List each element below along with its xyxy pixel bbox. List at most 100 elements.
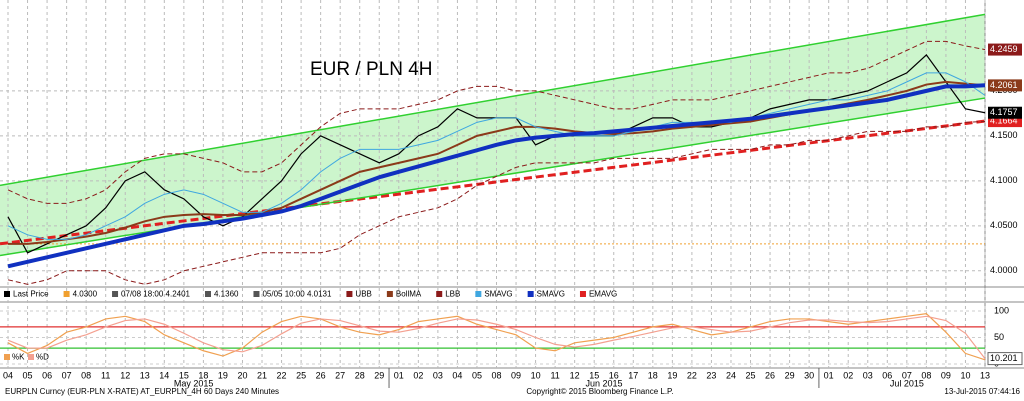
legend-label: SMAVG — [484, 290, 512, 299]
legend-swatch — [579, 291, 586, 297]
x-tick-label: 03 — [433, 370, 443, 380]
value-label-box — [987, 352, 1023, 366]
x-tick-label: 13 — [140, 370, 150, 380]
value-label: 4.1664 — [990, 115, 1018, 125]
legend-label: %K — [12, 353, 25, 362]
legend-swatch — [436, 291, 443, 297]
x-tick-label: 23 — [706, 370, 716, 380]
x-tick-label: 29 — [785, 370, 795, 380]
legend-label: 05/05 10:00 4.0131 — [262, 290, 332, 299]
x-tick-label: 08 — [81, 370, 91, 380]
legend-swatch — [253, 291, 260, 297]
legend-swatch — [475, 291, 482, 297]
series-line — [7, 120, 986, 285]
legend-swatch — [386, 291, 393, 297]
legend-label: 4.0300 — [73, 290, 98, 299]
legend-label: Last Price — [13, 290, 49, 299]
month-label: May 2015 — [174, 378, 214, 388]
x-tick-label: 07 — [902, 370, 912, 380]
y-tick-label: 4.0000 — [990, 265, 1018, 275]
series-line — [7, 72, 986, 240]
x-tick-label: 26 — [765, 370, 775, 380]
value-label-box — [988, 79, 1022, 92]
legend-label: %D — [36, 353, 49, 362]
value-label: 4.2061 — [990, 80, 1018, 90]
x-tick-label: 30 — [804, 370, 814, 380]
x-tick-label: 07 — [62, 370, 72, 380]
x-tick-label: 10 — [960, 370, 970, 380]
legend-label: BollMA — [396, 290, 422, 299]
legend-swatch — [112, 291, 119, 297]
x-tick-label: 05 — [23, 370, 33, 380]
x-tick-label: 18 — [648, 370, 658, 380]
x-tick-label: 09 — [511, 370, 521, 380]
x-tick-label: 11 — [550, 370, 559, 380]
stoch-line — [7, 313, 986, 361]
y-tick-label: 4.1500 — [990, 130, 1018, 140]
legend-swatch — [28, 354, 34, 360]
stoch-tick-label: 50 — [994, 332, 1004, 342]
footer-left: EURPLN Curncy (EUR-PLN X-RATE) AT_EURPLN… — [5, 387, 279, 396]
x-tick-label: 20 — [237, 370, 247, 380]
legend-swatch — [4, 291, 10, 297]
legend-swatch — [63, 291, 70, 297]
value-label: 4.2459 — [990, 44, 1018, 54]
x-tick-label: 25 — [746, 370, 756, 380]
legend-swatch — [346, 291, 353, 297]
x-tick-label: 13 — [980, 370, 990, 380]
x-tick-label: 27 — [335, 370, 345, 380]
x-tick-label: 15 — [179, 370, 189, 380]
x-tick-label: 12 — [570, 370, 580, 380]
x-tick-label: 03 — [863, 370, 873, 380]
y-tick-label: 4.1000 — [990, 175, 1018, 185]
x-tick-label: 01 — [824, 370, 834, 380]
month-label: Jul 2015 — [890, 378, 924, 388]
legend-label: EMAVG — [589, 290, 617, 299]
x-tick-label: 04 — [452, 370, 462, 380]
legend-label: LBB — [445, 290, 460, 299]
legend-label: 4.1360 — [214, 290, 239, 299]
legend-label: SMAVG — [537, 290, 565, 299]
x-tick-label: 19 — [218, 370, 228, 380]
x-tick-label: 15 — [589, 370, 599, 380]
footer-center: Copyright© 2015 Bloomberg Finance L.P. — [526, 387, 673, 396]
x-tick-label: 05 — [472, 370, 482, 380]
x-tick-label: 22 — [277, 370, 287, 380]
x-tick-label: 08 — [921, 370, 931, 380]
x-tick-label: 21 — [257, 370, 267, 380]
x-tick-label: 22 — [687, 370, 697, 380]
x-tick-label: 14 — [159, 370, 169, 380]
x-tick-label: 26 — [316, 370, 326, 380]
channel-fill — [0, 14, 985, 256]
x-tick-label: 16 — [609, 370, 619, 380]
legend-label: UBB — [355, 290, 371, 299]
x-tick-label: 19 — [667, 370, 677, 380]
chart-title: EUR / PLN 4H — [310, 59, 432, 80]
x-tick-label: 25 — [296, 370, 306, 380]
value-label-box — [988, 106, 1022, 119]
x-tick-label: 24 — [726, 370, 736, 380]
trend-line — [0, 119, 986, 246]
x-tick-label: 01 — [394, 370, 404, 380]
legend-label: 07/08 18:00 4.2401 — [121, 290, 191, 299]
series-line — [7, 83, 986, 269]
value-label: 4.1757 — [990, 107, 1018, 117]
value-label: 10.201 — [990, 353, 1018, 363]
x-tick-label: 06 — [42, 370, 52, 380]
x-tick-label: 12 — [120, 370, 130, 380]
x-tick-label: 18 — [198, 370, 208, 380]
x-tick-label: 29 — [374, 370, 384, 380]
legend-swatch — [527, 291, 534, 297]
x-tick-label: 11 — [101, 370, 110, 380]
x-tick-label: 17 — [628, 370, 638, 380]
series-line — [7, 40, 986, 204]
y-tick-label: 4.0500 — [990, 220, 1018, 230]
x-tick-label: 28 — [355, 370, 365, 380]
x-tick-label: 10 — [531, 370, 541, 380]
footer-right: 13-Jul-2015 07:44:16 — [944, 387, 1020, 396]
x-tick-label: 09 — [941, 370, 951, 380]
x-tick-label: 02 — [843, 370, 853, 380]
x-tick-label: 06 — [882, 370, 892, 380]
x-tick-label: 08 — [491, 370, 501, 380]
